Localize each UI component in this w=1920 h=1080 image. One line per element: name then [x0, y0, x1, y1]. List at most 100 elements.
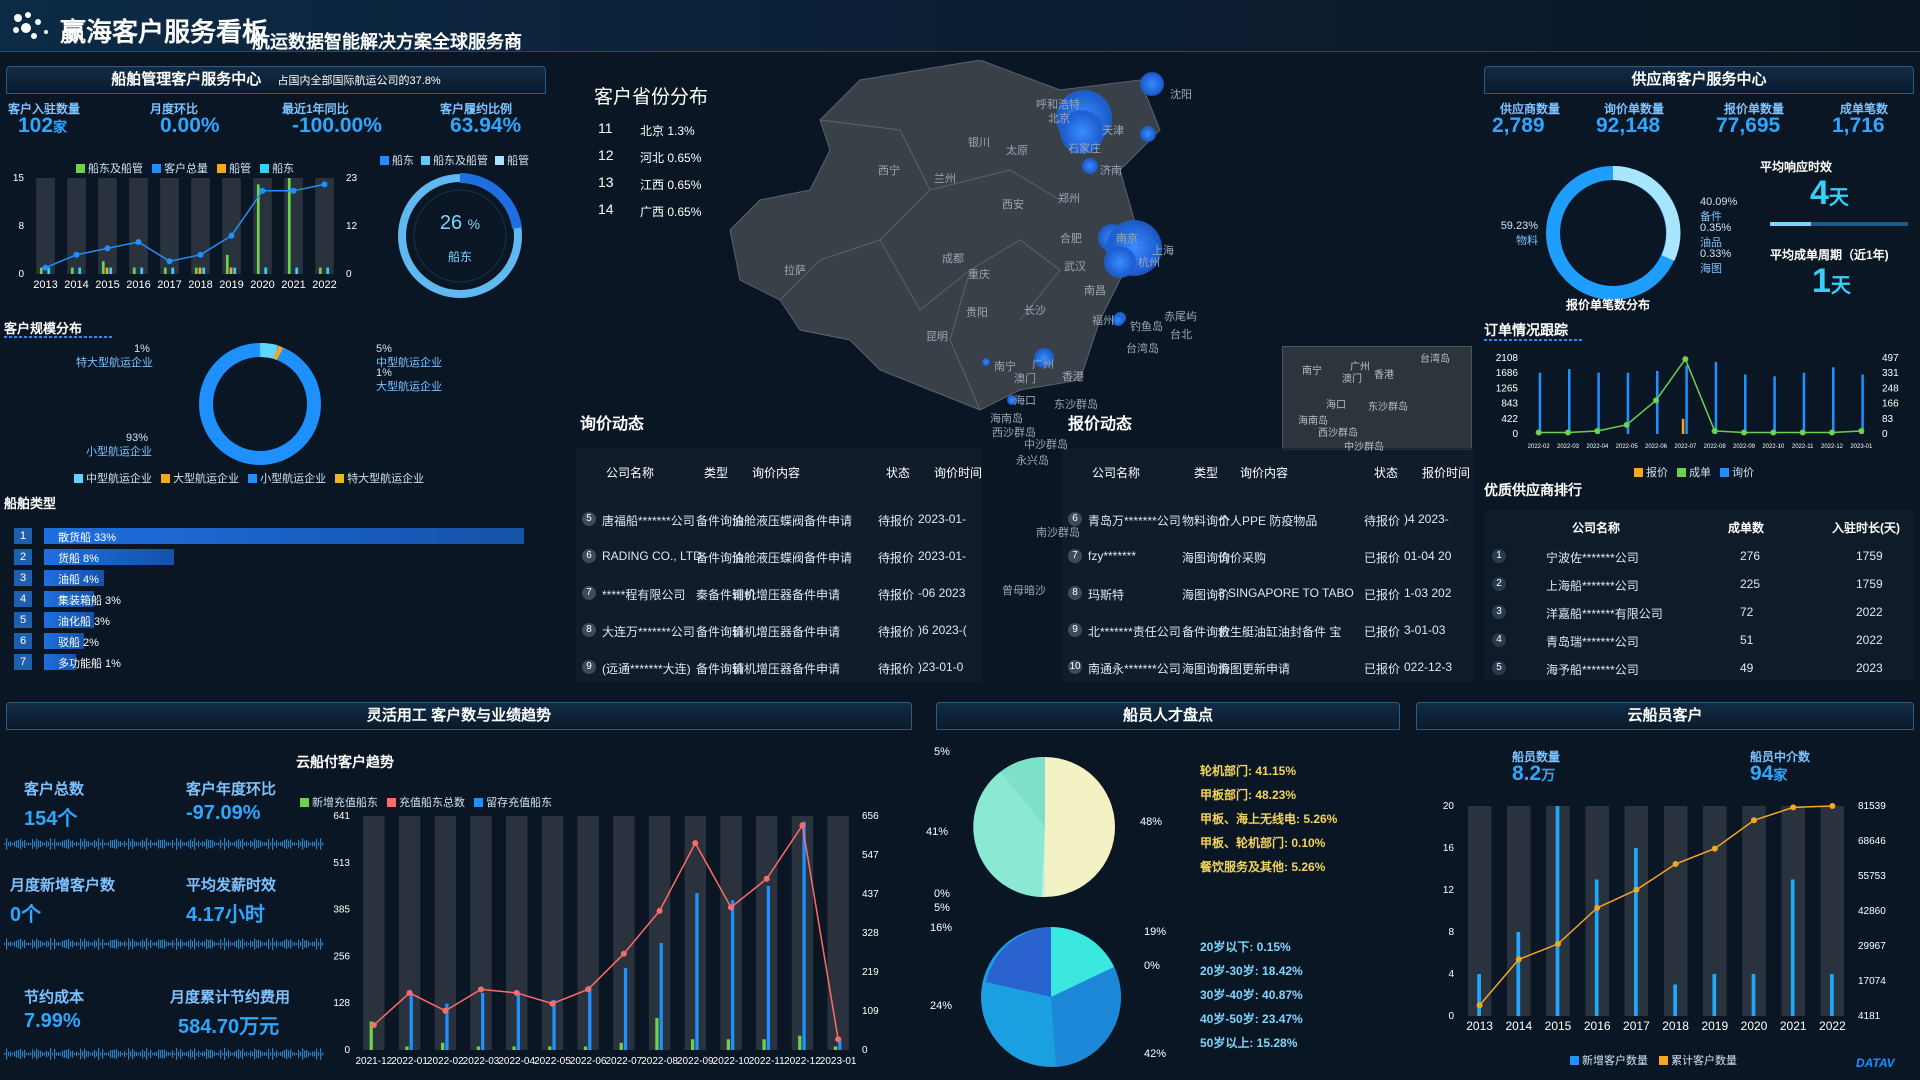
wave-bar	[120, 1051, 122, 1057]
shiptype-label: 集装箱船 3%	[58, 595, 121, 607]
wave-bar	[236, 840, 238, 848]
stat-value: 1,716	[1832, 114, 1885, 137]
wave-bar	[204, 841, 206, 847]
wave-bar	[86, 940, 88, 948]
map-marker-icon	[1112, 314, 1124, 326]
wave-bar	[78, 942, 80, 946]
stat-value: 0.00%	[160, 114, 220, 137]
ranking-index: 4	[1492, 633, 1506, 647]
table-row-index: 9	[1068, 623, 1082, 637]
wave-bar	[246, 1051, 248, 1057]
wave-bar	[238, 839, 240, 849]
wave-bar	[60, 842, 62, 846]
table-cell: (远通*******大连)	[602, 662, 691, 676]
ranking-header: 成单数	[1728, 521, 1765, 535]
y2-tick-label: 17074	[1858, 976, 1886, 987]
x-tick-label: 2020	[250, 279, 274, 291]
wave-bar	[214, 1051, 216, 1057]
bar	[295, 267, 299, 274]
wave-bar	[196, 842, 198, 846]
wave-bar	[32, 839, 34, 849]
wave-bar	[144, 1051, 146, 1057]
y2-tick-label: 4181	[1858, 1011, 1881, 1022]
wave-bar	[176, 838, 178, 850]
wave-bar	[94, 940, 96, 948]
bar	[47, 267, 51, 274]
wave-bar	[246, 941, 248, 947]
y2-tick-label: 331	[1882, 368, 1899, 379]
table-row-index: 6	[582, 549, 596, 563]
line-point	[1682, 356, 1689, 363]
bar-bg	[1742, 806, 1766, 1016]
wave-bar	[8, 842, 10, 846]
bar	[1477, 974, 1481, 1016]
wave-bar	[190, 939, 192, 949]
wave-bar	[250, 940, 252, 948]
bar	[409, 992, 413, 1050]
wave-bar	[230, 942, 232, 946]
wave-bar	[302, 1048, 304, 1060]
bar	[132, 267, 136, 274]
wave-bar	[156, 1051, 158, 1057]
orders-chart: 2108 1686 1265 843 422 0 497 331 248 166 83 0 2022-0…	[1496, 353, 1899, 450]
bar	[318, 267, 322, 274]
wave-bar	[16, 940, 18, 948]
table-cell: 备件询价	[696, 551, 745, 565]
wave-bar	[266, 1052, 268, 1056]
stat-label: 船员中介数	[1750, 750, 1811, 764]
wave-bar	[166, 841, 168, 847]
table-cell: 海图询价	[1182, 662, 1231, 676]
wave-bar	[72, 840, 74, 848]
wave-bar	[70, 841, 72, 847]
line-point	[1653, 397, 1659, 404]
wave-bar	[106, 942, 108, 946]
bar	[326, 267, 330, 274]
wave-bar	[280, 1052, 282, 1056]
wave-bar	[54, 938, 56, 950]
city-label: 沈阳	[1170, 89, 1192, 101]
wave-bar	[20, 838, 22, 850]
wave-bar	[124, 1050, 126, 1058]
pie-legend-item: 甲板、轮机部门: 0.10%	[1200, 836, 1326, 850]
wave-bar	[146, 838, 148, 850]
donut-label-oil: 0.35% 油品	[1700, 222, 1732, 249]
wave-bar	[28, 842, 30, 846]
table-cell: 备件询价	[696, 514, 745, 528]
wave-bar	[80, 1048, 82, 1060]
wave-bar	[312, 841, 314, 847]
wave-bar	[68, 1048, 70, 1060]
wave-bar	[82, 841, 84, 847]
legend-label: 累计客户数量	[1671, 1055, 1738, 1067]
wave-bar	[300, 941, 302, 947]
wave-bar	[262, 842, 264, 846]
bar-bg	[67, 178, 86, 274]
wave-bar	[128, 938, 130, 950]
pie-label: 24%	[930, 1000, 953, 1012]
map-marker-icon	[982, 358, 990, 366]
y2-tick-label: 219	[862, 967, 879, 978]
wave-bar	[166, 1051, 168, 1057]
wave-bar	[200, 1052, 202, 1056]
city-label: 重庆	[968, 269, 990, 281]
wave-bar	[208, 940, 210, 948]
wave-bar	[248, 1052, 250, 1056]
wave-bar	[292, 942, 294, 946]
bar	[1594, 879, 1599, 1016]
wave-bar	[300, 841, 302, 847]
wave-bar	[42, 842, 44, 846]
wave-bar	[62, 840, 64, 848]
scale-label-small: 93%	[126, 432, 149, 444]
wave-bar	[12, 1052, 14, 1056]
wave-bar	[112, 840, 114, 848]
bar	[1790, 879, 1795, 1016]
stat-value: 94家	[1750, 762, 1788, 785]
wave-bar	[202, 941, 204, 947]
wave-bar	[234, 1051, 236, 1057]
bar	[623, 967, 628, 1050]
series-line	[1479, 805, 1833, 1006]
wave-bar	[304, 1050, 306, 1058]
y-tick-label: 422	[1501, 414, 1518, 425]
line-point	[1555, 940, 1561, 947]
wave-bar	[6, 938, 8, 950]
shiptype-bar	[44, 612, 94, 628]
